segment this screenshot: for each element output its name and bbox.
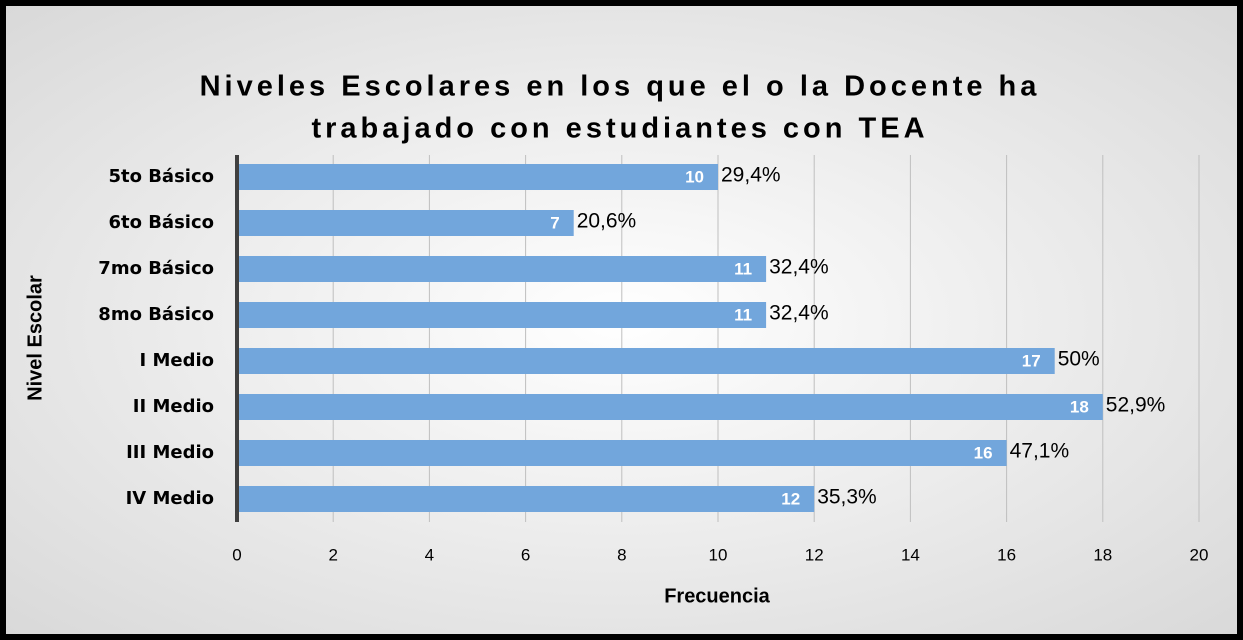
x-tick-label: 10 [709, 545, 728, 564]
percent-label: 32,4% [769, 256, 829, 279]
y-tick-label: III Medio [126, 442, 214, 463]
chart-title: Niveles Escolares en los que el o la Doc… [200, 71, 1041, 103]
percent-label: 32,4% [769, 302, 829, 325]
data-label: 12 [781, 489, 800, 508]
data-label: 17 [1022, 351, 1041, 370]
data-label: 16 [974, 443, 993, 462]
y-tick-label: 7mo Básico [98, 258, 214, 279]
percent-label: 35,3% [817, 486, 877, 509]
percent-label: 47,1% [1010, 440, 1070, 463]
x-tick-label: 20 [1190, 545, 1209, 564]
x-tick-label: 16 [997, 545, 1016, 564]
bar [237, 302, 767, 328]
x-tick-label: 8 [617, 545, 626, 564]
x-tick-label: 2 [328, 545, 337, 564]
chart-title: trabajado con estudiantes con TEA [311, 113, 928, 145]
bar [237, 348, 1055, 374]
y-tick-label: 6to Básico [108, 212, 214, 233]
bar [237, 440, 1007, 466]
x-tick-label: 4 [425, 545, 434, 564]
x-tick-label: 12 [805, 545, 824, 564]
percent-label: 29,4% [721, 164, 781, 187]
y-tick-label: II Medio [133, 396, 214, 417]
x-tick-label: 6 [521, 545, 530, 564]
x-tick-label: 18 [1093, 545, 1112, 564]
y-tick-label: 5to Básico [108, 166, 214, 187]
x-axis-label: Frecuencia [664, 585, 770, 607]
x-tick-label: 14 [901, 545, 920, 564]
y-tick-label: I Medio [139, 350, 214, 371]
data-label: 11 [734, 259, 752, 278]
bar [237, 164, 718, 190]
data-label: 7 [550, 213, 559, 232]
percent-label: 20,6% [577, 210, 637, 233]
bar [237, 486, 815, 512]
bar [237, 210, 574, 236]
data-label: 10 [685, 167, 704, 186]
y-axis-label: Nivel Escolar [24, 275, 46, 401]
y-tick-label: IV Medio [126, 488, 214, 509]
percent-label: 50% [1058, 348, 1100, 371]
y-tick-label: 8mo Básico [98, 304, 214, 325]
bar [237, 394, 1103, 420]
bar [237, 256, 767, 282]
data-label: 18 [1070, 397, 1089, 416]
percent-label: 52,9% [1106, 394, 1166, 417]
data-label: 11 [734, 305, 752, 324]
x-tick-label: 0 [232, 545, 241, 564]
